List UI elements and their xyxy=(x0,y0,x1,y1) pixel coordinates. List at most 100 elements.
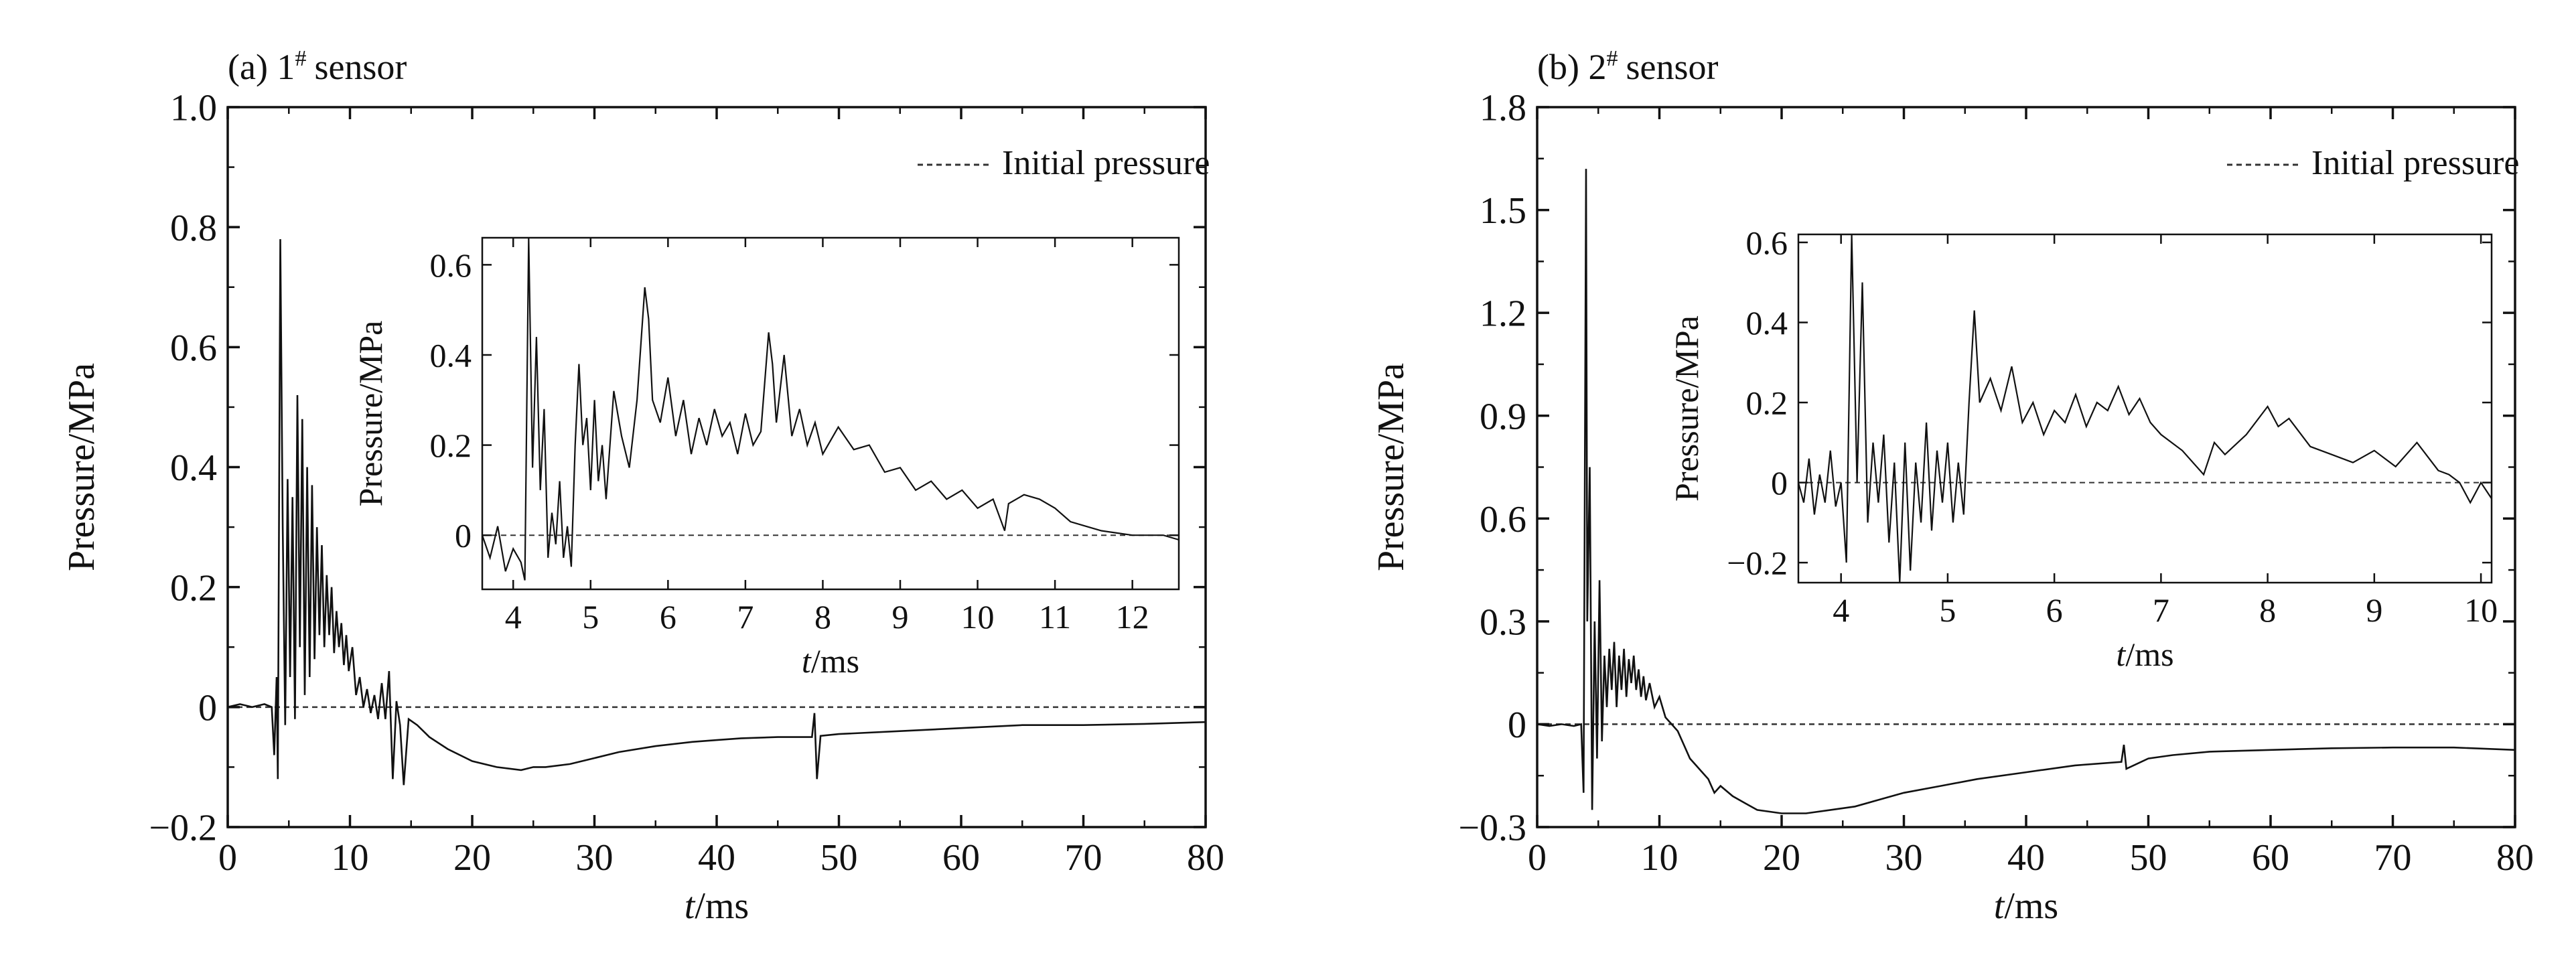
legend: Initial pressure xyxy=(918,144,1210,182)
x-tick-label: 6 xyxy=(2046,591,2063,629)
x-tick-label: 7 xyxy=(737,598,754,636)
x-tick-label: 80 xyxy=(1187,837,1224,879)
y-tick-label: 0.9 xyxy=(1480,396,1526,437)
inset-chart: 4 5 6 7 8 9 10 −0.2 0 0.2 0.4 0.6 t/ms Pressure/MPa xyxy=(1668,224,2498,673)
y-tick-label: 0.3 xyxy=(1480,601,1526,643)
x-tick-label: 70 xyxy=(2374,837,2412,879)
x-axis-label: t/ms xyxy=(802,642,859,680)
y-tick-label: 0.2 xyxy=(430,427,472,464)
y-tick-label: 0.6 xyxy=(1480,499,1526,540)
x-axis-label-unit: /ms xyxy=(695,885,749,927)
x-axis-label-unit: /ms xyxy=(2004,885,2058,927)
x-axis-label-symbol: t xyxy=(2116,636,2126,673)
x-axis-label-unit: /ms xyxy=(811,642,859,680)
x-tick-label: 11 xyxy=(1039,598,1071,636)
panel-title-superscript: # xyxy=(1606,46,1618,71)
legend: Initial pressure xyxy=(2227,144,2519,182)
x-tick-label: 10 xyxy=(961,598,995,636)
y-tick-label: 0.4 xyxy=(1746,304,1788,342)
y-tick-label: −0.2 xyxy=(1727,544,1788,582)
y-axis-label: Pressure/MPa xyxy=(1668,315,1705,502)
y-tick-label: 1.2 xyxy=(1480,293,1526,335)
x-tick-label: 80 xyxy=(2496,837,2534,879)
y-axis-label: Pressure/MPa xyxy=(1370,363,1412,571)
panel-title: (a) 1# sensor xyxy=(228,46,407,87)
inset-pressure-series-0 xyxy=(481,237,1179,581)
main-chart: 0 10 20 30 40 50 60 70 80−0.300.30.60.91.21.51.8… xyxy=(1370,88,2534,927)
x-axis-label-symbol: t xyxy=(802,642,812,680)
y-tick-label: 0.6 xyxy=(430,246,472,284)
x-tick-label: 10 xyxy=(2464,591,2498,629)
panel-title: (b) 2# sensor xyxy=(1537,46,1718,87)
y-tick-label: −0.3 xyxy=(1458,808,1526,849)
x-tick-label: 20 xyxy=(453,837,491,879)
x-tick-label: 0 xyxy=(1528,837,1547,879)
x-tick-label: 30 xyxy=(576,837,614,879)
inset-chart: 4 5 6 7 8 9 10 11 12 0 0.2 0.4 0.6 t/ms Pressure/MPa xyxy=(352,236,1180,680)
x-tick-label: 5 xyxy=(1939,591,1956,629)
panel-title-label: (a) 1 xyxy=(228,47,295,87)
y-axis-label: Pressure/MPa xyxy=(352,321,389,507)
y-axis-label: Pressure/MPa xyxy=(61,363,102,571)
inset-background xyxy=(482,238,1179,589)
x-tick-label: 10 xyxy=(332,837,369,879)
y-tick-label: 0 xyxy=(198,687,217,729)
y-tick-label: 0 xyxy=(455,517,472,555)
x-tick-label: 4 xyxy=(1833,591,1849,629)
x-axis-label-symbol: t xyxy=(1994,885,2005,927)
x-tick-label: 40 xyxy=(2007,837,2045,879)
panel-title-label: (b) 2 xyxy=(1537,47,1606,87)
x-tick-label: 60 xyxy=(942,837,980,879)
plot-frame xyxy=(1797,233,2493,584)
inset-pressure-series-0 xyxy=(1797,234,2492,583)
y-tick-label: 0.4 xyxy=(170,447,217,489)
x-tick-label: 8 xyxy=(814,598,831,636)
x-axis-label: t/ms xyxy=(685,885,749,927)
pressure-series-0 xyxy=(1536,169,2516,814)
y-tick-label: 0.4 xyxy=(430,337,472,374)
x-axis-label-symbol: t xyxy=(685,885,696,927)
inset-background xyxy=(1798,234,2492,583)
x-tick-label: 10 xyxy=(1641,837,1678,879)
main-chart: 0 10 20 30 40 50 60 70 80−0.200.20.40.60.81.0t/m… xyxy=(61,88,1224,927)
x-axis-label: t/ms xyxy=(1994,885,2058,927)
x-tick-label: 70 xyxy=(1065,837,1102,879)
y-tick-label: 1.0 xyxy=(170,88,217,129)
x-tick-label: 9 xyxy=(2366,591,2382,629)
x-tick-label: 50 xyxy=(820,837,858,879)
x-tick-label: 60 xyxy=(2252,837,2289,879)
x-tick-label: 50 xyxy=(2130,837,2167,879)
y-tick-label: 0.6 xyxy=(1746,224,1788,261)
x-tick-label: 5 xyxy=(582,598,599,636)
pressure-series-0 xyxy=(227,239,1206,786)
x-axis-label-unit: /ms xyxy=(2125,636,2173,673)
legend-label-initial-pressure: Initial pressure xyxy=(1002,144,1210,182)
x-tick-label: 0 xyxy=(218,837,237,879)
y-tick-label: 1.8 xyxy=(1480,88,1526,129)
legend-label-initial-pressure: Initial pressure xyxy=(2311,144,2519,182)
x-axis-label: t/ms xyxy=(2116,636,2173,673)
x-tick-label: 7 xyxy=(2153,591,2169,629)
y-tick-label: −0.2 xyxy=(149,808,217,849)
panel-title-suffix: sensor xyxy=(1626,47,1718,87)
x-tick-label: 9 xyxy=(892,598,909,636)
x-tick-label: 40 xyxy=(698,837,735,879)
x-tick-label: 4 xyxy=(505,598,522,636)
y-tick-label: 0 xyxy=(1508,705,1526,746)
y-tick-label: 0.6 xyxy=(170,327,217,369)
x-tick-label: 12 xyxy=(1116,598,1149,636)
y-tick-label: 0.2 xyxy=(1746,384,1788,422)
x-tick-label: 30 xyxy=(1885,837,1923,879)
x-tick-label: 6 xyxy=(660,598,676,636)
y-tick-label: 0 xyxy=(1771,464,1788,502)
panel-title-superscript: # xyxy=(295,46,306,71)
panel-title-suffix: sensor xyxy=(314,47,407,87)
y-tick-label: 0.2 xyxy=(170,567,217,609)
x-tick-label: 20 xyxy=(1763,837,1800,879)
plot-frame xyxy=(481,236,1180,591)
x-tick-label: 8 xyxy=(2259,591,2276,629)
y-tick-label: 1.5 xyxy=(1480,190,1526,232)
